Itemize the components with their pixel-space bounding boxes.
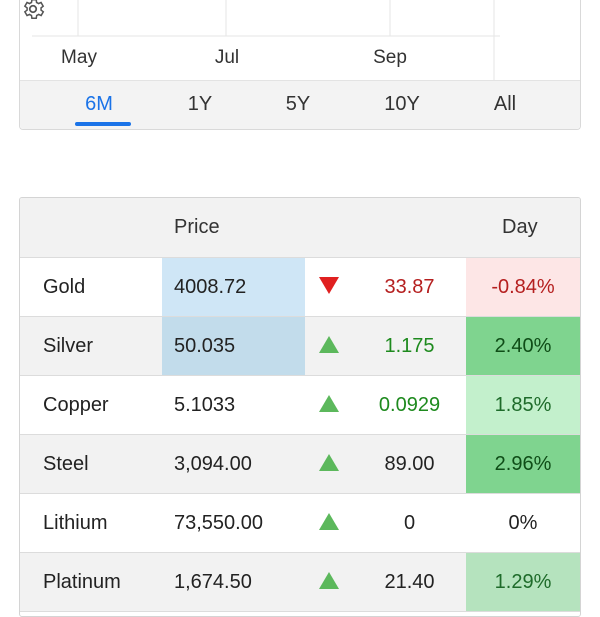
chart-grid [32, 0, 500, 80]
table-row[interactable]: Silver 50.035 1.175 2.40% [20, 317, 580, 376]
chart-card: May Jul Sep 6M 1Y 5Y 10Y All [19, 0, 581, 130]
gear-icon[interactable] [20, 0, 46, 22]
price-change: 1.175 [384, 335, 435, 357]
table-row[interactable]: Platinum 1,674.50 21.40 1.29% [20, 553, 580, 612]
arrow-up-icon [305, 435, 353, 493]
day-change-percent: 2.96% [466, 435, 580, 493]
commodity-price: 4008.72 [162, 258, 305, 316]
commodity-name: Lithium [43, 512, 108, 534]
price-column-header: Price [174, 216, 220, 238]
range-all-button[interactable]: All [493, 93, 517, 115]
x-tick-may: May [61, 47, 97, 68]
arrow-up-icon [305, 317, 353, 375]
commodity-name: Silver [43, 335, 94, 357]
day-change-percent: 1.85% [466, 376, 580, 434]
day-change-percent: 2.40% [466, 317, 580, 375]
range-selector: 6M 1Y 5Y 10Y All [20, 80, 580, 129]
table-row[interactable]: Steel 3,094.00 89.00 2.96% [20, 435, 580, 494]
active-range-indicator [75, 122, 131, 126]
table-row[interactable]: Gold 4008.72 33.87 -0.84% [20, 258, 580, 317]
commodity-price: 73,550.00 [174, 512, 263, 534]
table-row[interactable]: Copper 5.1033 0.0929 1.85% [20, 376, 580, 435]
range-5y-button[interactable]: 5Y [285, 93, 311, 115]
price-change: 33.87 [384, 276, 435, 298]
range-6m-button[interactable]: 6M [85, 93, 113, 115]
day-column-header: Day [502, 216, 538, 238]
x-tick-sep: Sep [373, 47, 407, 68]
commodity-price: 50.035 [162, 317, 305, 375]
day-change-percent: 0% [508, 512, 538, 534]
commodity-name: Gold [43, 276, 86, 298]
chart-area: May Jul Sep [20, 0, 582, 80]
day-change-percent: 1.29% [466, 553, 580, 611]
commodity-price: 3,094.00 [174, 453, 252, 475]
commodity-name: Copper [43, 394, 109, 416]
price-change: 21.40 [384, 571, 435, 593]
commodity-price: 1,674.50 [174, 571, 252, 593]
table-header: Price Day [20, 198, 580, 258]
commodity-name: Platinum [43, 571, 121, 593]
commodity-name: Steel [43, 453, 89, 475]
arrow-up-icon [305, 553, 353, 611]
day-change-percent: -0.84% [466, 258, 580, 316]
commodity-price: 5.1033 [174, 394, 236, 416]
table-row[interactable]: Lithium 73,550.00 0 0% [20, 494, 580, 553]
commodity-table: Price Day Gold 4008.72 33.87 -0.84% Silv… [19, 197, 581, 617]
price-change: 0 [403, 512, 416, 534]
range-10y-button[interactable]: 10Y [384, 93, 420, 115]
arrow-up-icon [305, 494, 353, 552]
price-change: 0.0929 [378, 394, 441, 416]
range-1y-button[interactable]: 1Y [187, 93, 213, 115]
arrow-up-icon [305, 376, 353, 434]
price-change: 89.00 [384, 453, 435, 475]
x-tick-jul: Jul [214, 47, 240, 68]
arrow-down-icon [305, 258, 353, 316]
